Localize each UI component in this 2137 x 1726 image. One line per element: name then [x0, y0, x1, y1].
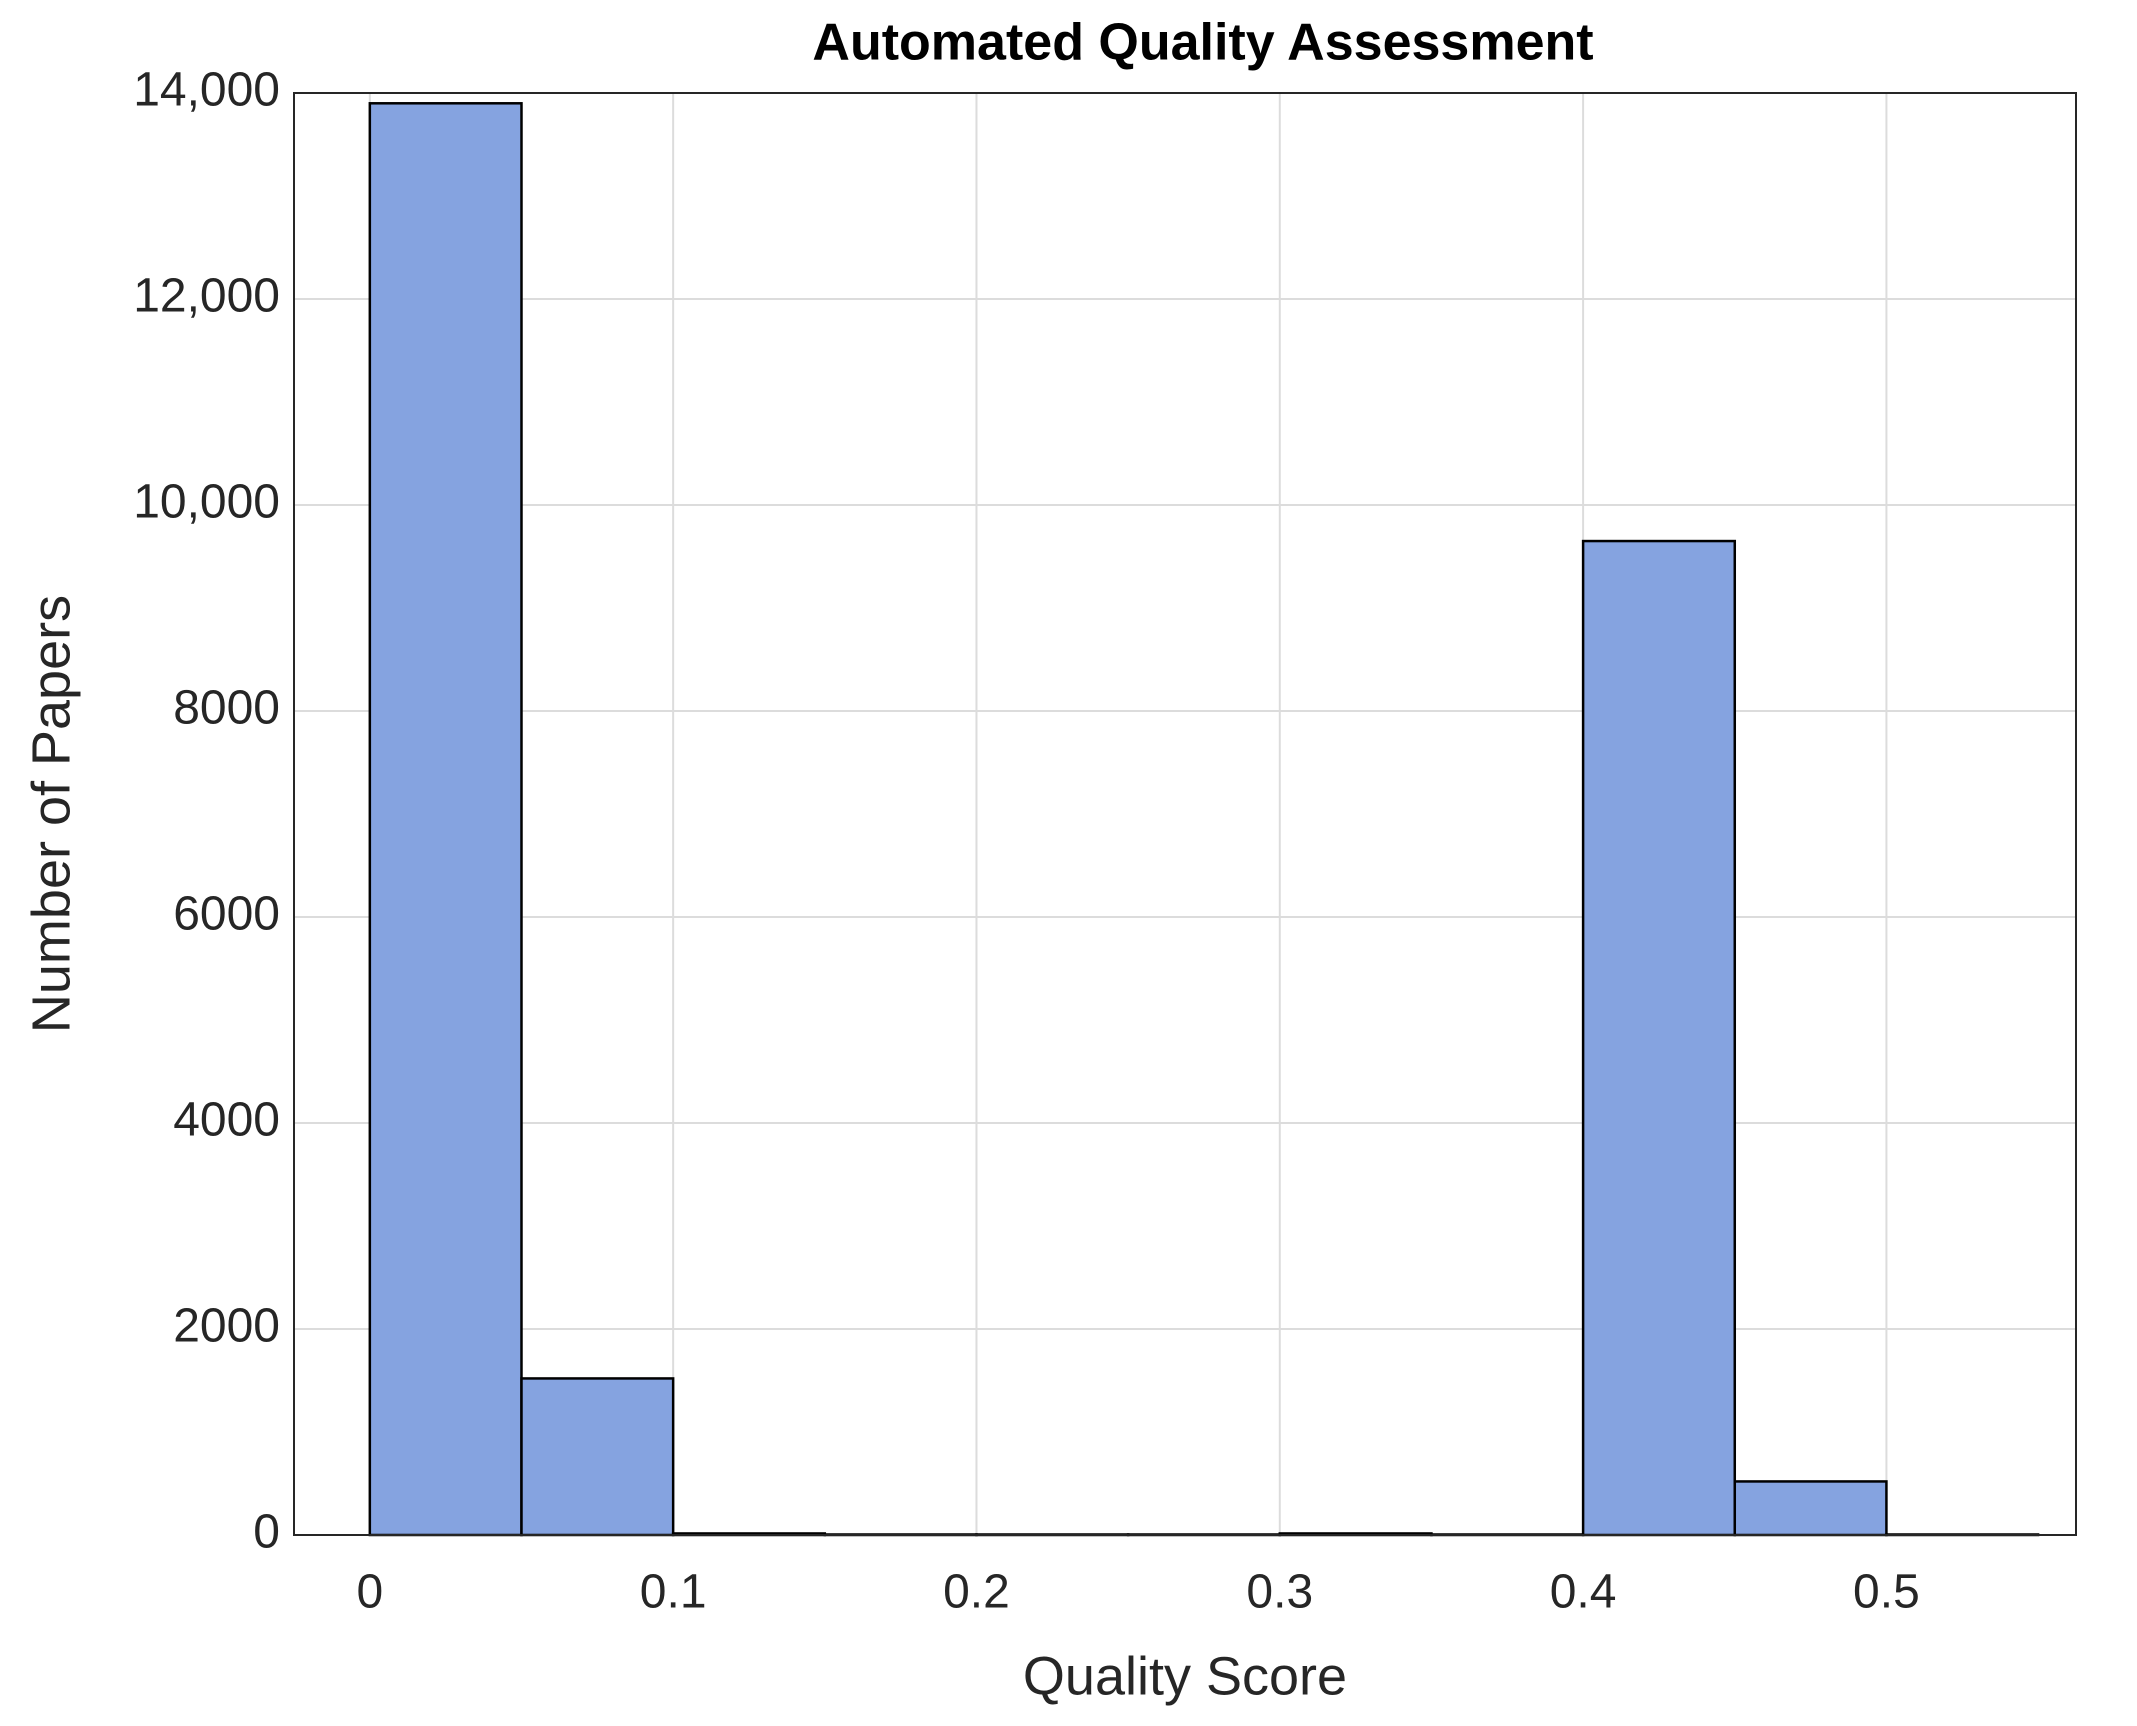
y-tick-label: 6000	[173, 888, 280, 941]
y-tick-label: 2000	[173, 1300, 280, 1353]
x-tick-label: 0.4	[1550, 1566, 1617, 1619]
bar	[1733, 1480, 1888, 1537]
x-axis-label: Quality Score	[1023, 1646, 1347, 1706]
y-tick-label: 10,000	[133, 476, 280, 529]
x-tick-label: 0.2	[943, 1566, 1010, 1619]
chart-title: Automated Quality Assessment	[812, 14, 1593, 72]
y-axis-label: Number of Papers	[21, 595, 81, 1033]
x-tick-label: 0.3	[1246, 1566, 1313, 1619]
bar	[520, 1377, 675, 1537]
y-tick-label: 8000	[173, 682, 280, 735]
y-tick-label: 14,000	[133, 64, 280, 117]
y-tick-label: 0	[253, 1506, 280, 1559]
x-tick-label: 0.5	[1853, 1566, 1920, 1619]
y-tick-label: 4000	[173, 1094, 280, 1147]
bar	[1581, 539, 1737, 1537]
x-tick-label: 0	[356, 1566, 383, 1619]
plot-frame	[293, 92, 2077, 1536]
bar	[368, 102, 523, 1537]
y-tick-label: 12,000	[133, 270, 280, 323]
x-tick-label: 0.1	[640, 1566, 707, 1619]
